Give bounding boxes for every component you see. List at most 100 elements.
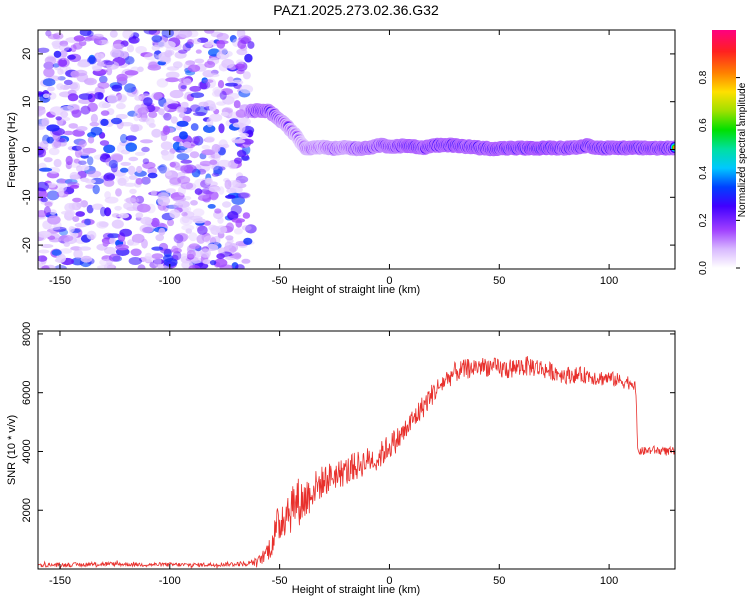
colorbar-label: Normalized spectral amplitude (737, 82, 748, 217)
noise-blob (187, 64, 201, 73)
noise-blob (38, 124, 46, 130)
noise-blob (140, 216, 153, 225)
snr-panel: -150 -100 -50 0 50 100 2000 4000 6000 8000 Heigh… (6, 322, 676, 596)
noise-blob (172, 196, 187, 202)
noise-blob (224, 179, 232, 190)
noise-blob (43, 157, 53, 163)
noise-blob (67, 93, 79, 102)
noise-blob (115, 244, 129, 251)
noise-blob (135, 177, 143, 185)
noise-blob (116, 73, 128, 82)
x-tick-label: -50 (272, 575, 288, 587)
noise-blob (150, 217, 160, 228)
x-tick-label: 50 (493, 575, 505, 587)
noise-blob (196, 234, 206, 244)
noise-blob (58, 44, 70, 52)
noise-blob (65, 155, 73, 166)
noise-blob (245, 224, 257, 234)
noise-blob (235, 264, 245, 269)
noise-blob (48, 147, 60, 156)
noise-blob (240, 37, 250, 45)
noise-blob (127, 241, 140, 246)
noise-blob (147, 172, 158, 179)
noise-blob (65, 178, 78, 185)
noise-blob (192, 136, 200, 144)
noise-blob (158, 164, 167, 174)
noise-blob (185, 60, 196, 66)
noise-blob (117, 177, 127, 186)
noise-blob (135, 212, 144, 219)
noise-blob (69, 174, 81, 180)
noise-blob (212, 86, 223, 94)
noise-blob (153, 257, 162, 267)
noise-blob (126, 44, 135, 53)
noise-blob (209, 260, 217, 266)
noise-blob (90, 113, 98, 124)
noise-blob (73, 249, 83, 259)
noise-blob (84, 218, 91, 226)
noise-blob (151, 92, 163, 101)
noise-blob (142, 226, 154, 234)
noise-blob (206, 78, 217, 89)
noise-blob (94, 92, 104, 100)
noise-blob (238, 192, 251, 199)
snr-frame (37, 330, 676, 570)
noise-blob (119, 122, 134, 127)
x-tick-label: -100 (159, 575, 181, 587)
noise-blob (204, 61, 216, 68)
noise-blob (220, 111, 229, 117)
noise-blob (38, 181, 49, 192)
noise-blob (161, 151, 175, 161)
y-tick-label: 6000 (21, 380, 33, 404)
noise-blob (53, 140, 62, 149)
spectrogram-x-ticks: -150 -100 -50 0 50 100 (49, 30, 618, 287)
noise-blob (176, 120, 189, 127)
noise-blob (157, 60, 166, 66)
noise-blob (140, 139, 153, 144)
noise-blob (86, 230, 97, 240)
noise-blob (236, 172, 243, 179)
noise-blob (70, 70, 80, 78)
noise-blob (128, 156, 139, 162)
noise-blob (41, 244, 54, 248)
noise-blob (92, 184, 100, 195)
noise-blob (80, 255, 93, 263)
noise-blob (178, 112, 186, 119)
noise-blob (128, 36, 140, 44)
noise-blob (115, 93, 128, 103)
noise-blob (90, 126, 103, 136)
noise-blob (108, 253, 121, 262)
noise-blob (46, 124, 60, 132)
noise-blob (39, 140, 49, 150)
noise-blob (163, 258, 178, 267)
noise-blob (157, 195, 171, 206)
noise-blob (135, 46, 147, 54)
noise-blob (182, 115, 192, 123)
noise-blob (171, 245, 179, 254)
y-tick-label: 10 (21, 96, 33, 108)
noise-blob (143, 30, 157, 35)
noise-blob (96, 61, 107, 67)
noise-blob (92, 203, 104, 210)
chart-title: PAZ1.2025.273.02.36.G32 (273, 2, 439, 18)
colorbar-tick-label: 0.2 (698, 213, 709, 227)
noise-blob (183, 141, 192, 148)
noise-blob (46, 182, 57, 188)
noise-blob (77, 61, 91, 68)
noise-blob (65, 209, 75, 217)
noise-blob (194, 58, 205, 64)
noise-blob (199, 160, 212, 167)
noise-blob (120, 161, 131, 166)
noise-blob (116, 144, 125, 153)
noise-blob (158, 227, 166, 236)
colorbar: 0.0 0.2 0.4 0.6 0.8 Normalized spectral ampl… (698, 30, 748, 275)
noise-blob (106, 61, 120, 70)
noise-blob (118, 213, 130, 219)
noise-blob (53, 50, 62, 58)
spectrogram-x-label: Height of straight line (km) (292, 284, 420, 296)
x-tick-label: 50 (493, 275, 505, 287)
noise-blob (76, 126, 88, 132)
noise-blob (241, 225, 252, 231)
noise-blob (176, 239, 184, 249)
noise-blob (202, 79, 214, 84)
